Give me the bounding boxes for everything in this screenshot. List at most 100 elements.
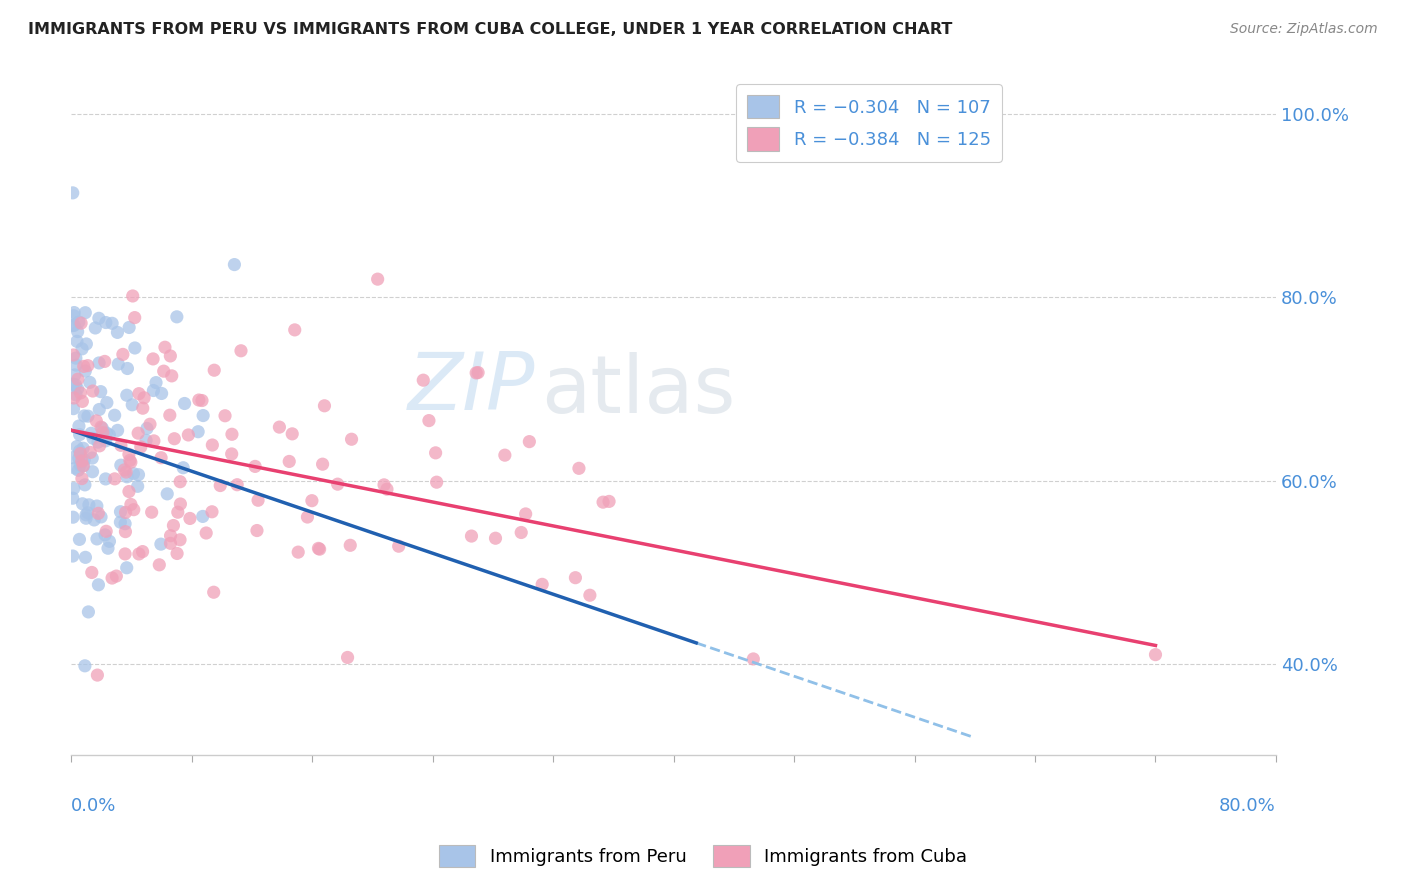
Point (70, 316, 93, 330)
Point (373, 478, 395, 492)
Point (179, 511, 201, 525)
Point (142, 351, 165, 366)
Point (82, 465, 104, 479)
Point (124, 310, 146, 325)
Point (281, 426, 304, 441)
Point (110, 515, 132, 529)
Point (87, 435, 110, 450)
Point (598, 494, 620, 508)
Point (75, 337, 97, 351)
Point (89, 402, 111, 417)
Point (160, 368, 183, 383)
Point (66, 325, 89, 339)
Point (69, 386, 91, 401)
Point (114, 505, 136, 519)
Point (287, 545, 309, 559)
Point (112, 463, 135, 477)
Point (66, 440, 89, 454)
Point (326, 477, 349, 491)
Point (308, 542, 330, 557)
Point (87, 578, 110, 592)
Point (69, 427, 91, 442)
Point (120, 455, 142, 469)
Point (62, 491, 84, 506)
Legend: Immigrants from Peru, Immigrants from Cuba: Immigrants from Peru, Immigrants from Cu… (432, 838, 974, 874)
Point (150, 450, 173, 465)
Point (75, 550, 97, 565)
Point (66, 382, 89, 396)
Point (65, 358, 87, 372)
Point (247, 493, 270, 508)
Point (142, 434, 165, 448)
Point (104, 472, 127, 486)
Point (114, 516, 136, 531)
Point (159, 529, 181, 543)
Point (107, 423, 129, 437)
Point (86, 499, 108, 513)
Point (77, 498, 100, 512)
Point (101, 571, 124, 585)
Point (62, 377, 84, 392)
Point (121, 289, 143, 303)
Point (72, 394, 94, 409)
Point (94, 472, 117, 486)
Point (517, 434, 540, 449)
Point (82, 384, 104, 398)
Point (124, 341, 146, 355)
Point (84, 414, 107, 428)
Point (339, 538, 361, 552)
Point (129, 440, 152, 454)
Point (97, 541, 120, 556)
Point (69, 458, 91, 473)
Point (120, 498, 142, 512)
Point (90, 510, 112, 524)
Point (107, 357, 129, 371)
Point (187, 392, 209, 407)
Point (592, 495, 614, 509)
Point (62, 348, 84, 362)
Point (77, 605, 100, 619)
Point (224, 258, 246, 272)
Point (118, 484, 141, 499)
Point (375, 482, 398, 496)
Point (96, 425, 118, 440)
Text: 80.0%: 80.0% (1219, 797, 1277, 814)
Point (278, 454, 301, 468)
Point (91, 421, 114, 435)
Point (128, 547, 150, 561)
Point (63, 305, 86, 319)
Point (65, 388, 87, 402)
Point (367, 272, 389, 286)
Point (75, 364, 97, 378)
Point (191, 509, 214, 524)
Point (226, 477, 249, 491)
Point (75, 306, 97, 320)
Point (73, 409, 96, 423)
Point (426, 475, 449, 490)
Point (418, 414, 440, 428)
Point (69, 444, 91, 458)
Point (62, 401, 84, 416)
Point (70, 472, 93, 486)
Point (122, 467, 145, 481)
Text: IMMIGRANTS FROM PERU VS IMMIGRANTS FROM CUBA COLLEGE, UNDER 1 YEAR CORRELATION C: IMMIGRANTS FROM PERU VS IMMIGRANTS FROM … (28, 22, 952, 37)
Point (202, 363, 225, 377)
Point (336, 650, 359, 665)
Point (388, 539, 411, 553)
Point (115, 470, 138, 484)
Point (80, 426, 103, 441)
Point (531, 577, 554, 591)
Point (121, 398, 143, 412)
Point (156, 487, 179, 501)
Point (62, 318, 84, 333)
Point (111, 347, 134, 361)
Point (191, 409, 214, 423)
Point (269, 420, 291, 434)
Point (177, 428, 200, 442)
Point (301, 493, 323, 508)
Point (1144, 648, 1167, 662)
Point (127, 479, 149, 493)
Point (425, 446, 447, 460)
Point (114, 547, 136, 561)
Point (67, 419, 90, 434)
